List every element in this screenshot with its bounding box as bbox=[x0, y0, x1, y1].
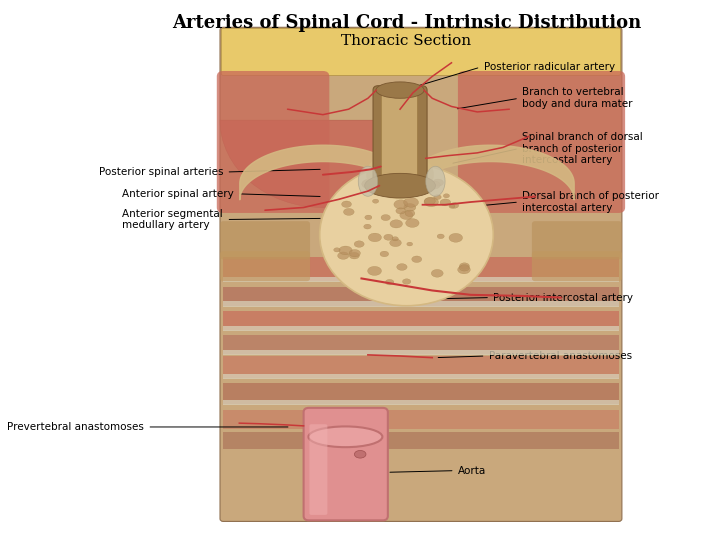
Ellipse shape bbox=[368, 266, 381, 276]
Text: Posterior radicular artery: Posterior radicular artery bbox=[483, 62, 614, 72]
Wedge shape bbox=[220, 120, 426, 207]
Ellipse shape bbox=[407, 242, 413, 246]
Ellipse shape bbox=[358, 166, 378, 196]
FancyBboxPatch shape bbox=[223, 383, 619, 404]
Ellipse shape bbox=[365, 173, 435, 198]
FancyBboxPatch shape bbox=[220, 251, 310, 281]
Ellipse shape bbox=[341, 201, 352, 207]
Ellipse shape bbox=[405, 218, 419, 228]
Text: Anterior segmental
medullary artery: Anterior segmental medullary artery bbox=[122, 209, 223, 230]
Ellipse shape bbox=[400, 211, 413, 219]
Ellipse shape bbox=[428, 181, 440, 189]
Ellipse shape bbox=[339, 246, 352, 255]
FancyBboxPatch shape bbox=[223, 326, 619, 331]
Ellipse shape bbox=[394, 200, 408, 209]
Ellipse shape bbox=[364, 224, 371, 229]
FancyBboxPatch shape bbox=[223, 277, 619, 282]
FancyBboxPatch shape bbox=[221, 28, 620, 75]
Ellipse shape bbox=[434, 195, 441, 199]
Ellipse shape bbox=[432, 179, 443, 186]
FancyBboxPatch shape bbox=[223, 400, 619, 405]
Ellipse shape bbox=[380, 251, 389, 257]
Ellipse shape bbox=[362, 179, 376, 189]
Text: Arteries of Spinal Cord - Intrinsic Distribution: Arteries of Spinal Cord - Intrinsic Dist… bbox=[172, 14, 641, 32]
FancyBboxPatch shape bbox=[304, 408, 388, 520]
Ellipse shape bbox=[404, 198, 419, 207]
Ellipse shape bbox=[390, 220, 403, 228]
FancyBboxPatch shape bbox=[532, 221, 622, 259]
Text: Aorta: Aorta bbox=[458, 466, 486, 476]
FancyBboxPatch shape bbox=[381, 93, 417, 183]
Ellipse shape bbox=[389, 239, 401, 247]
Ellipse shape bbox=[424, 198, 435, 205]
FancyBboxPatch shape bbox=[223, 410, 619, 429]
Ellipse shape bbox=[437, 234, 444, 239]
Ellipse shape bbox=[450, 203, 459, 208]
Ellipse shape bbox=[355, 450, 366, 458]
Text: Prevertebral anastomoses: Prevertebral anastomoses bbox=[7, 422, 144, 432]
Ellipse shape bbox=[396, 207, 405, 214]
Ellipse shape bbox=[449, 233, 462, 242]
Ellipse shape bbox=[349, 250, 360, 257]
Ellipse shape bbox=[381, 215, 390, 221]
FancyBboxPatch shape bbox=[220, 221, 310, 259]
Text: Thoracic Section: Thoracic Section bbox=[341, 34, 472, 48]
FancyBboxPatch shape bbox=[223, 374, 619, 379]
Ellipse shape bbox=[403, 279, 411, 284]
Ellipse shape bbox=[397, 264, 407, 270]
FancyBboxPatch shape bbox=[217, 71, 329, 213]
Ellipse shape bbox=[412, 256, 422, 263]
Text: Spinal branch of dorsal
branch of posterior
intercostal artery: Spinal branch of dorsal branch of poster… bbox=[522, 132, 643, 165]
FancyBboxPatch shape bbox=[220, 27, 622, 521]
Ellipse shape bbox=[320, 164, 494, 306]
Text: Paravertebral anastomoses: Paravertebral anastomoses bbox=[488, 351, 632, 361]
Ellipse shape bbox=[373, 199, 379, 203]
Ellipse shape bbox=[355, 241, 364, 247]
Text: Branch to vertebral
body and dura mater: Branch to vertebral body and dura mater bbox=[522, 87, 633, 109]
FancyBboxPatch shape bbox=[223, 311, 619, 330]
Ellipse shape bbox=[404, 204, 416, 211]
Ellipse shape bbox=[365, 215, 372, 219]
Ellipse shape bbox=[384, 234, 393, 240]
FancyBboxPatch shape bbox=[373, 86, 427, 190]
FancyBboxPatch shape bbox=[223, 287, 619, 306]
FancyBboxPatch shape bbox=[223, 335, 619, 354]
Ellipse shape bbox=[416, 183, 424, 188]
Ellipse shape bbox=[392, 237, 398, 241]
Ellipse shape bbox=[385, 280, 394, 285]
Ellipse shape bbox=[426, 166, 445, 196]
Ellipse shape bbox=[431, 269, 443, 277]
Ellipse shape bbox=[366, 150, 434, 199]
FancyBboxPatch shape bbox=[309, 424, 328, 515]
Ellipse shape bbox=[309, 426, 382, 447]
FancyBboxPatch shape bbox=[223, 350, 619, 355]
Ellipse shape bbox=[368, 233, 381, 242]
Ellipse shape bbox=[443, 194, 449, 198]
Ellipse shape bbox=[344, 209, 354, 216]
FancyBboxPatch shape bbox=[458, 71, 625, 213]
Ellipse shape bbox=[459, 265, 470, 271]
Ellipse shape bbox=[440, 199, 451, 206]
Ellipse shape bbox=[410, 188, 417, 192]
Ellipse shape bbox=[376, 82, 424, 98]
Ellipse shape bbox=[349, 252, 360, 259]
Ellipse shape bbox=[424, 197, 438, 207]
FancyBboxPatch shape bbox=[223, 257, 619, 281]
Ellipse shape bbox=[459, 263, 470, 269]
Ellipse shape bbox=[405, 210, 415, 217]
Ellipse shape bbox=[333, 248, 340, 252]
FancyBboxPatch shape bbox=[532, 251, 622, 281]
Ellipse shape bbox=[458, 265, 470, 274]
FancyBboxPatch shape bbox=[223, 356, 619, 378]
Ellipse shape bbox=[338, 252, 349, 259]
Text: Anterior spinal artery: Anterior spinal artery bbox=[122, 189, 234, 199]
Ellipse shape bbox=[449, 204, 455, 208]
FancyBboxPatch shape bbox=[223, 432, 619, 449]
FancyBboxPatch shape bbox=[223, 301, 619, 307]
Text: Posterior spinal arteries: Posterior spinal arteries bbox=[99, 167, 223, 177]
Text: Dorsal branch of posterior
intercostal artery: Dorsal branch of posterior intercostal a… bbox=[522, 191, 660, 213]
Text: Posterior intercostal artery: Posterior intercostal artery bbox=[494, 293, 633, 302]
